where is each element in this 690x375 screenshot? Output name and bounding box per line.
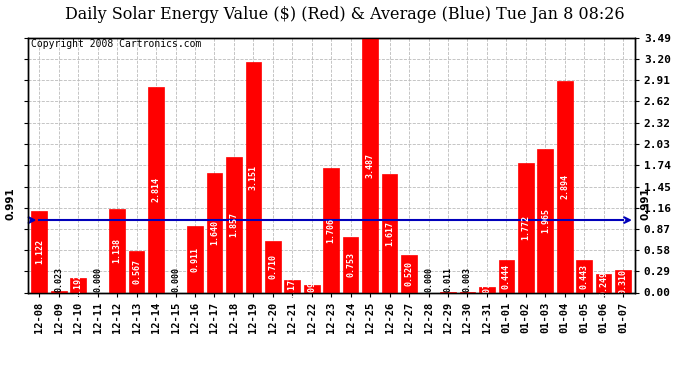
Text: Daily Solar Energy Value ($) (Red) & Average (Blue) Tue Jan 8 08:26: Daily Solar Energy Value ($) (Red) & Ave… (65, 6, 625, 22)
Bar (518, 163, 533, 292)
Bar (51, 291, 66, 292)
Bar (362, 38, 378, 292)
Bar (32, 210, 47, 292)
Text: 0.099: 0.099 (307, 276, 316, 302)
Bar (343, 237, 358, 292)
Text: 0.520: 0.520 (404, 261, 413, 286)
Text: 0.000: 0.000 (424, 267, 433, 292)
Bar (402, 255, 417, 292)
Bar (557, 81, 573, 292)
Text: 1.122: 1.122 (34, 239, 43, 264)
Text: 1.706: 1.706 (326, 217, 336, 243)
Bar (109, 209, 125, 292)
Bar (538, 149, 553, 292)
Bar (499, 260, 514, 292)
Text: 3.487: 3.487 (366, 153, 375, 178)
Text: 2.894: 2.894 (560, 174, 569, 199)
Text: 0.310: 0.310 (619, 268, 628, 294)
Bar (596, 274, 611, 292)
Text: 0.911: 0.911 (190, 247, 199, 272)
Text: 0.710: 0.710 (268, 254, 277, 279)
Text: 0.192: 0.192 (74, 273, 83, 298)
Text: 0.753: 0.753 (346, 252, 355, 278)
Bar (148, 87, 164, 292)
Text: 0.444: 0.444 (502, 264, 511, 289)
Text: 0.023: 0.023 (55, 267, 63, 292)
Bar (284, 280, 300, 292)
Text: 1.965: 1.965 (541, 208, 550, 233)
Text: 1.617: 1.617 (385, 221, 394, 246)
Text: 0.000: 0.000 (93, 267, 102, 292)
Text: 0.991: 0.991 (6, 188, 15, 220)
Bar (206, 172, 222, 292)
Bar (70, 279, 86, 292)
Bar (479, 287, 495, 292)
Bar (246, 62, 261, 292)
Text: 0.443: 0.443 (580, 264, 589, 289)
Bar (615, 270, 631, 292)
Text: 1.640: 1.640 (210, 220, 219, 245)
Text: 0.173: 0.173 (288, 274, 297, 298)
Text: 0.078: 0.078 (482, 277, 491, 302)
Text: 1.772: 1.772 (522, 215, 531, 240)
Text: 0.000: 0.000 (171, 267, 180, 292)
Bar (187, 226, 203, 292)
Text: Copyright 2008 Cartronics.com: Copyright 2008 Cartronics.com (30, 39, 201, 49)
Text: 3.151: 3.151 (249, 165, 258, 190)
Text: 0.249: 0.249 (599, 271, 608, 296)
Bar (265, 241, 281, 292)
Text: 0.991: 0.991 (641, 188, 651, 220)
Bar (304, 285, 319, 292)
Text: 0.003: 0.003 (463, 267, 472, 292)
Bar (324, 168, 339, 292)
Bar (129, 251, 144, 292)
Text: 2.814: 2.814 (152, 177, 161, 202)
Text: 0.011: 0.011 (444, 267, 453, 292)
Text: 0.567: 0.567 (132, 259, 141, 284)
Text: 1.857: 1.857 (229, 212, 238, 237)
Text: 1.138: 1.138 (112, 238, 121, 263)
Bar (576, 260, 592, 292)
Bar (226, 157, 242, 292)
Bar (382, 174, 397, 292)
